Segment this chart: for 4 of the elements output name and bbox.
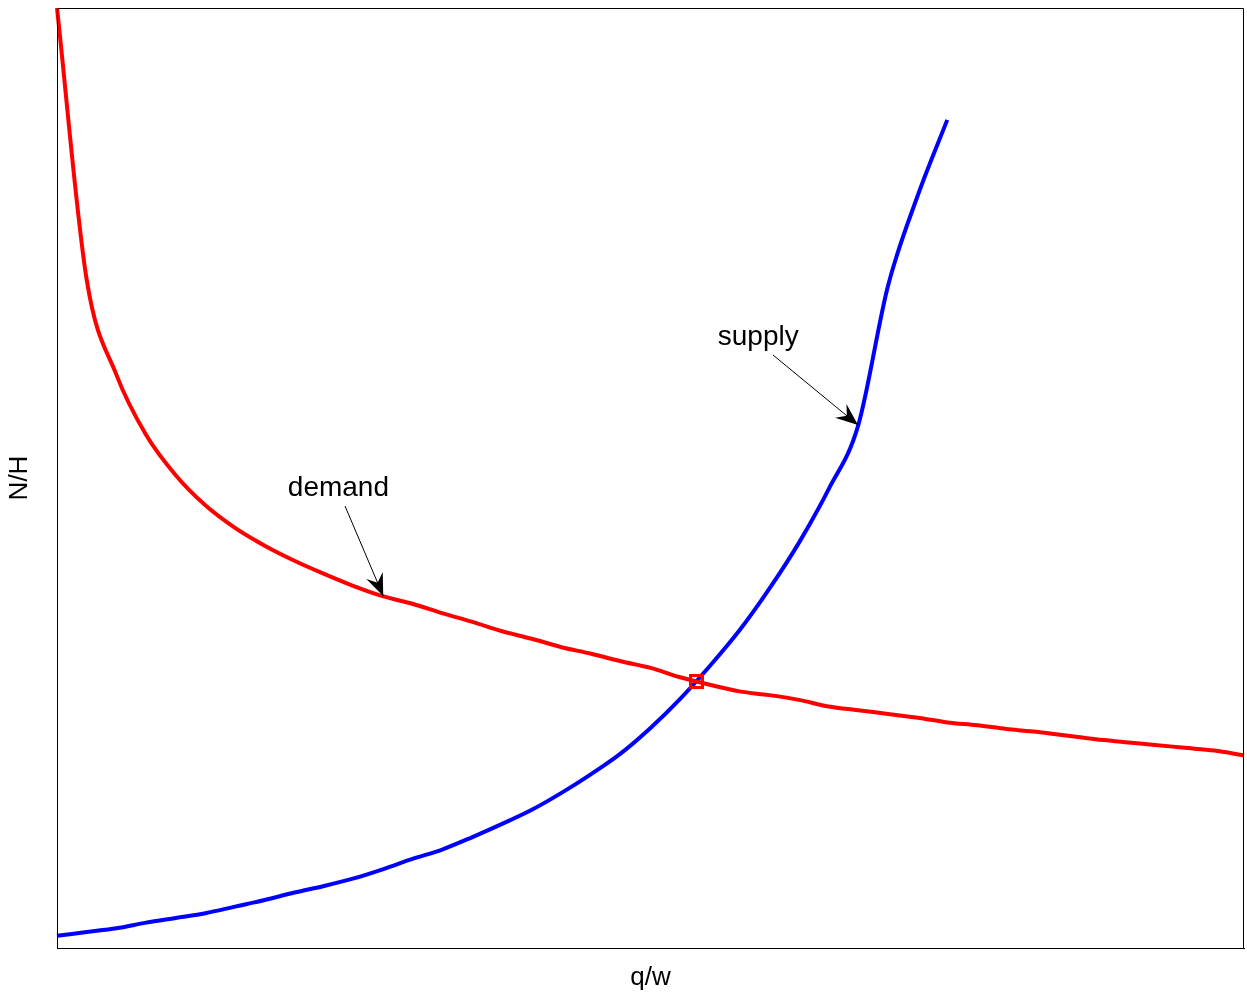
y-axis-title: N/H [2,455,33,501]
series-label: demand [287,471,390,503]
x-axis-title: q/w [630,960,671,991]
text: supply [717,320,799,352]
